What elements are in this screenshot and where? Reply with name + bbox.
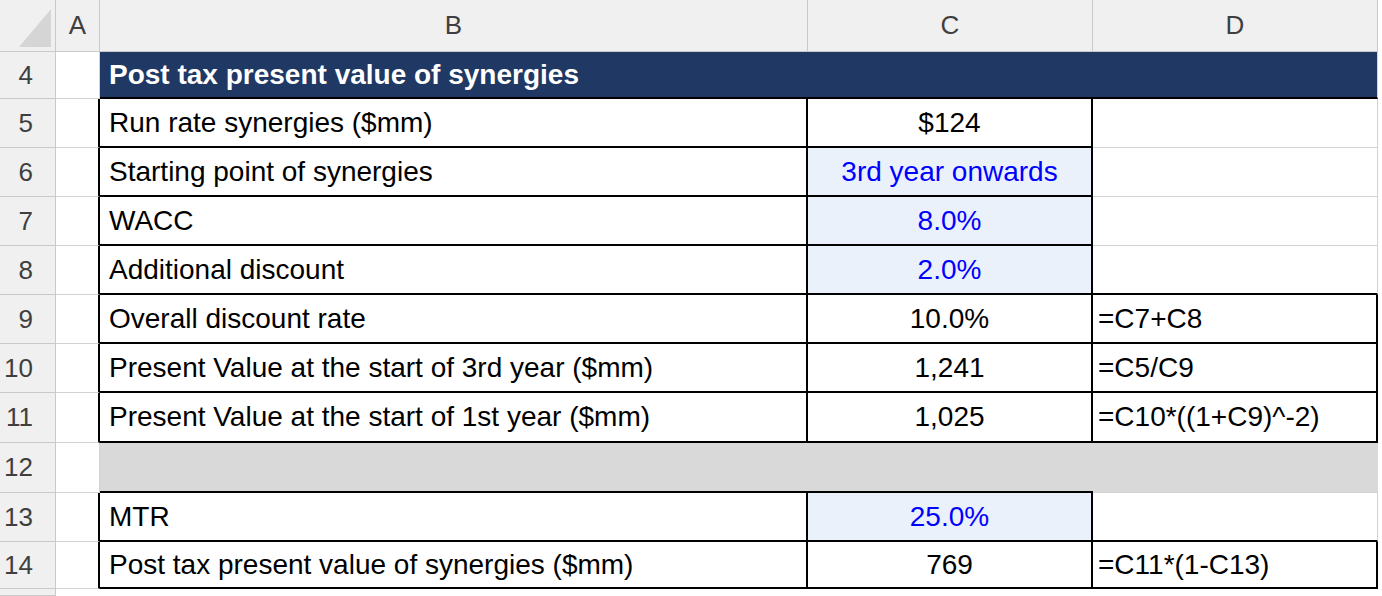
cell-B4-title[interactable]: Post tax present value of synergies — [100, 52, 1378, 99]
cell-A11[interactable] — [56, 393, 100, 443]
row-header-13[interactable]: 13 — [0, 493, 56, 542]
column-header-d[interactable]: D — [1093, 0, 1378, 52]
cell-C7[interactable]: 8.0% — [808, 197, 1093, 246]
cell-A8[interactable] — [56, 246, 100, 295]
cell-C11[interactable]: 1,025 — [808, 393, 1093, 443]
cell-A4[interactable] — [56, 52, 100, 99]
spreadsheet: A B C D 4 5 6 7 8 9 10 11 12 13 14 Post … — [0, 0, 1382, 596]
column-header-a[interactable]: A — [56, 0, 100, 52]
row-header-5[interactable]: 5 — [0, 99, 56, 148]
cell-B11[interactable]: Present Value at the start of 1st year (… — [100, 393, 808, 443]
cell-D10[interactable]: =C5/C9 — [1093, 344, 1378, 393]
cell-A7[interactable] — [56, 197, 100, 246]
cell-D12-spacer[interactable] — [1093, 443, 1378, 493]
row-header-9[interactable]: 9 — [0, 295, 56, 344]
cell-D13[interactable] — [1093, 493, 1378, 542]
select-all-icon — [19, 9, 51, 47]
cell-D6[interactable] — [1093, 148, 1378, 197]
row-header-11[interactable]: 11 — [0, 393, 56, 443]
row-header-6[interactable]: 6 — [0, 148, 56, 197]
cell-C5[interactable]: $124 — [808, 99, 1093, 148]
cell-C13[interactable]: 25.0% — [808, 493, 1093, 542]
cell-B8[interactable]: Additional discount — [100, 246, 808, 295]
cell-D8[interactable] — [1093, 246, 1378, 295]
cell-B7[interactable]: WACC — [100, 197, 808, 246]
cell-A9[interactable] — [56, 295, 100, 344]
cell-D7[interactable] — [1093, 197, 1378, 246]
cell-D5[interactable] — [1093, 99, 1378, 148]
cell-D9[interactable]: =C7+C8 — [1093, 295, 1378, 344]
cell-B9[interactable]: Overall discount rate — [100, 295, 808, 344]
row-header-15-sliver — [0, 589, 56, 596]
column-header-c[interactable]: C — [808, 0, 1093, 52]
cell-B6[interactable]: Starting point of synergies — [100, 148, 808, 197]
select-all-corner[interactable] — [0, 0, 56, 52]
cell-A12[interactable] — [56, 443, 100, 493]
cell-A6[interactable] — [56, 148, 100, 197]
cell-B12-spacer[interactable] — [100, 443, 1093, 493]
row-header-10[interactable]: 10 — [0, 344, 56, 393]
row-header-8[interactable]: 8 — [0, 246, 56, 295]
row-header-14[interactable]: 14 — [0, 542, 56, 589]
cell-A5[interactable] — [56, 99, 100, 148]
cell-C8[interactable]: 2.0% — [808, 246, 1093, 295]
cell-B10[interactable]: Present Value at the start of 3rd year (… — [100, 344, 808, 393]
cell-C10[interactable]: 1,241 — [808, 344, 1093, 393]
cell-C14[interactable]: 769 — [808, 542, 1093, 589]
cell-B13[interactable]: MTR — [100, 493, 808, 542]
row-header-4[interactable]: 4 — [0, 52, 56, 99]
cell-B14[interactable]: Post tax present value of synergies ($mm… — [100, 542, 808, 589]
cell-B5[interactable]: Run rate synergies ($mm) — [100, 99, 808, 148]
cell-C6[interactable]: 3rd year onwards — [808, 148, 1093, 197]
cell-A10[interactable] — [56, 344, 100, 393]
cell-A13[interactable] — [56, 493, 100, 542]
cell-A14[interactable] — [56, 542, 100, 589]
row-header-12[interactable]: 12 — [0, 443, 56, 493]
row-header-7[interactable]: 7 — [0, 197, 56, 246]
cell-D14[interactable]: =C11*(1-C13) — [1093, 542, 1378, 589]
cell-D11[interactable]: =C10*((1+C9)^-2) — [1093, 393, 1378, 443]
column-header-b[interactable]: B — [100, 0, 808, 52]
cell-C9[interactable]: 10.0% — [808, 295, 1093, 344]
